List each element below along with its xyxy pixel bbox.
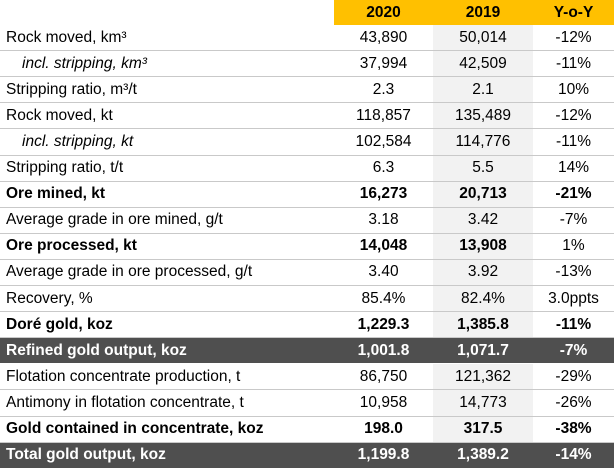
row-label: incl. stripping, kt bbox=[0, 128, 334, 156]
row-label: Flotation concentrate production, t bbox=[0, 363, 334, 391]
value-yoy: -12% bbox=[533, 102, 614, 130]
table-row: Stripping ratio, m³/t 2.3 2.1 10% bbox=[0, 76, 614, 104]
value-2019: 114,776 bbox=[433, 128, 533, 156]
row-label: Gold contained in concentrate, koz bbox=[0, 416, 334, 443]
value-2020: 3.40 bbox=[334, 259, 433, 287]
value-yoy: 3.0ppts bbox=[533, 285, 614, 313]
row-label: Average grade in ore mined, g/t bbox=[0, 207, 334, 234]
table-row: Gold contained in concentrate, koz 198.0… bbox=[0, 416, 614, 443]
header-yoy: Y-o-Y bbox=[533, 0, 614, 26]
value-yoy: -7% bbox=[533, 207, 614, 234]
row-label: Rock moved, km³ bbox=[0, 25, 334, 52]
value-2020: 1,001.8 bbox=[334, 337, 433, 365]
value-2019: 3.92 bbox=[433, 259, 533, 287]
header-2020: 2020 bbox=[334, 0, 433, 26]
value-2019: 317.5 bbox=[433, 416, 533, 443]
value-2019: 50,014 bbox=[433, 25, 533, 52]
row-label: incl. stripping, km³ bbox=[0, 50, 334, 78]
row-label: Refined gold output, koz bbox=[0, 337, 334, 365]
value-2020: 102,584 bbox=[334, 128, 433, 156]
row-label: Total gold output, koz bbox=[0, 442, 334, 469]
value-yoy: -29% bbox=[533, 363, 614, 391]
value-2020: 6.3 bbox=[334, 155, 433, 182]
value-yoy: 1% bbox=[533, 233, 614, 260]
value-2020: 1,229.3 bbox=[334, 311, 433, 339]
value-2019: 135,489 bbox=[433, 102, 533, 130]
table-row: Ore mined, kt 16,273 20,713 -21% bbox=[0, 181, 614, 208]
value-yoy: 14% bbox=[533, 155, 614, 182]
row-label: Stripping ratio, m³/t bbox=[0, 76, 334, 104]
value-2019: 1,385.8 bbox=[433, 311, 533, 339]
value-2019: 2.1 bbox=[433, 76, 533, 104]
table-row: Antimony in flotation concentrate, t 10,… bbox=[0, 389, 614, 417]
value-2019: 1,389.2 bbox=[433, 442, 533, 469]
value-2019: 121,362 bbox=[433, 363, 533, 391]
value-yoy: -38% bbox=[533, 416, 614, 443]
value-yoy: 10% bbox=[533, 76, 614, 104]
value-2020: 43,890 bbox=[334, 25, 433, 52]
value-2019: 1,071.7 bbox=[433, 337, 533, 365]
table-row: Stripping ratio, t/t 6.3 5.5 14% bbox=[0, 155, 614, 182]
table-row: Average grade in ore mined, g/t 3.18 3.4… bbox=[0, 207, 614, 234]
row-label: Average grade in ore processed, g/t bbox=[0, 259, 334, 287]
value-2020: 198.0 bbox=[334, 416, 433, 443]
value-2019: 14,773 bbox=[433, 389, 533, 417]
value-2020: 1,199.8 bbox=[334, 442, 433, 469]
row-label: Doré gold, koz bbox=[0, 311, 334, 339]
table-row-total: Total gold output, koz 1,199.8 1,389.2 -… bbox=[0, 442, 614, 469]
row-label: Rock moved, kt bbox=[0, 102, 334, 130]
table-row: Flotation concentrate production, t 86,7… bbox=[0, 363, 614, 391]
value-yoy: -21% bbox=[533, 181, 614, 208]
table-row: Ore processed, kt 14,048 13,908 1% bbox=[0, 233, 614, 260]
value-yoy: -11% bbox=[533, 50, 614, 78]
table-row: incl. stripping, km³ 37,994 42,509 -11% bbox=[0, 50, 614, 78]
table-row: Doré gold, koz 1,229.3 1,385.8 -11% bbox=[0, 311, 614, 339]
value-2020: 2.3 bbox=[334, 76, 433, 104]
row-label: Ore mined, kt bbox=[0, 181, 334, 208]
table-row-highlight: Refined gold output, koz 1,001.8 1,071.7… bbox=[0, 337, 614, 365]
header-label-cell bbox=[0, 0, 334, 26]
value-2019: 42,509 bbox=[433, 50, 533, 78]
row-label: Antimony in flotation concentrate, t bbox=[0, 389, 334, 417]
value-yoy: -26% bbox=[533, 389, 614, 417]
row-label: Recovery, % bbox=[0, 285, 334, 313]
value-2020: 37,994 bbox=[334, 50, 433, 78]
value-2019: 5.5 bbox=[433, 155, 533, 182]
value-2019: 82.4% bbox=[433, 285, 533, 313]
value-2020: 85.4% bbox=[334, 285, 433, 313]
value-2020: 14,048 bbox=[334, 233, 433, 260]
value-2020: 86,750 bbox=[334, 363, 433, 391]
value-yoy: -7% bbox=[533, 337, 614, 365]
value-2020: 10,958 bbox=[334, 389, 433, 417]
value-yoy: -14% bbox=[533, 442, 614, 469]
table-row: incl. stripping, kt 102,584 114,776 -11% bbox=[0, 128, 614, 156]
value-2019: 13,908 bbox=[433, 233, 533, 260]
value-yoy: -11% bbox=[533, 311, 614, 339]
value-2020: 118,857 bbox=[334, 102, 433, 130]
header-row: 2020 2019 Y-o-Y bbox=[0, 0, 614, 26]
row-label: Stripping ratio, t/t bbox=[0, 155, 334, 182]
value-yoy: -11% bbox=[533, 128, 614, 156]
value-2019: 20,713 bbox=[433, 181, 533, 208]
value-yoy: -12% bbox=[533, 25, 614, 52]
value-yoy: -13% bbox=[533, 259, 614, 287]
row-label: Ore processed, kt bbox=[0, 233, 334, 260]
value-2020: 3.18 bbox=[334, 207, 433, 234]
table-row: Average grade in ore processed, g/t 3.40… bbox=[0, 259, 614, 287]
table-row: Recovery, % 85.4% 82.4% 3.0ppts bbox=[0, 285, 614, 313]
value-2020: 16,273 bbox=[334, 181, 433, 208]
table-row: Rock moved, kt 118,857 135,489 -12% bbox=[0, 102, 614, 130]
table-row: Rock moved, km³ 43,890 50,014 -12% bbox=[0, 25, 614, 52]
header-2019: 2019 bbox=[433, 0, 533, 26]
value-2019: 3.42 bbox=[433, 207, 533, 234]
